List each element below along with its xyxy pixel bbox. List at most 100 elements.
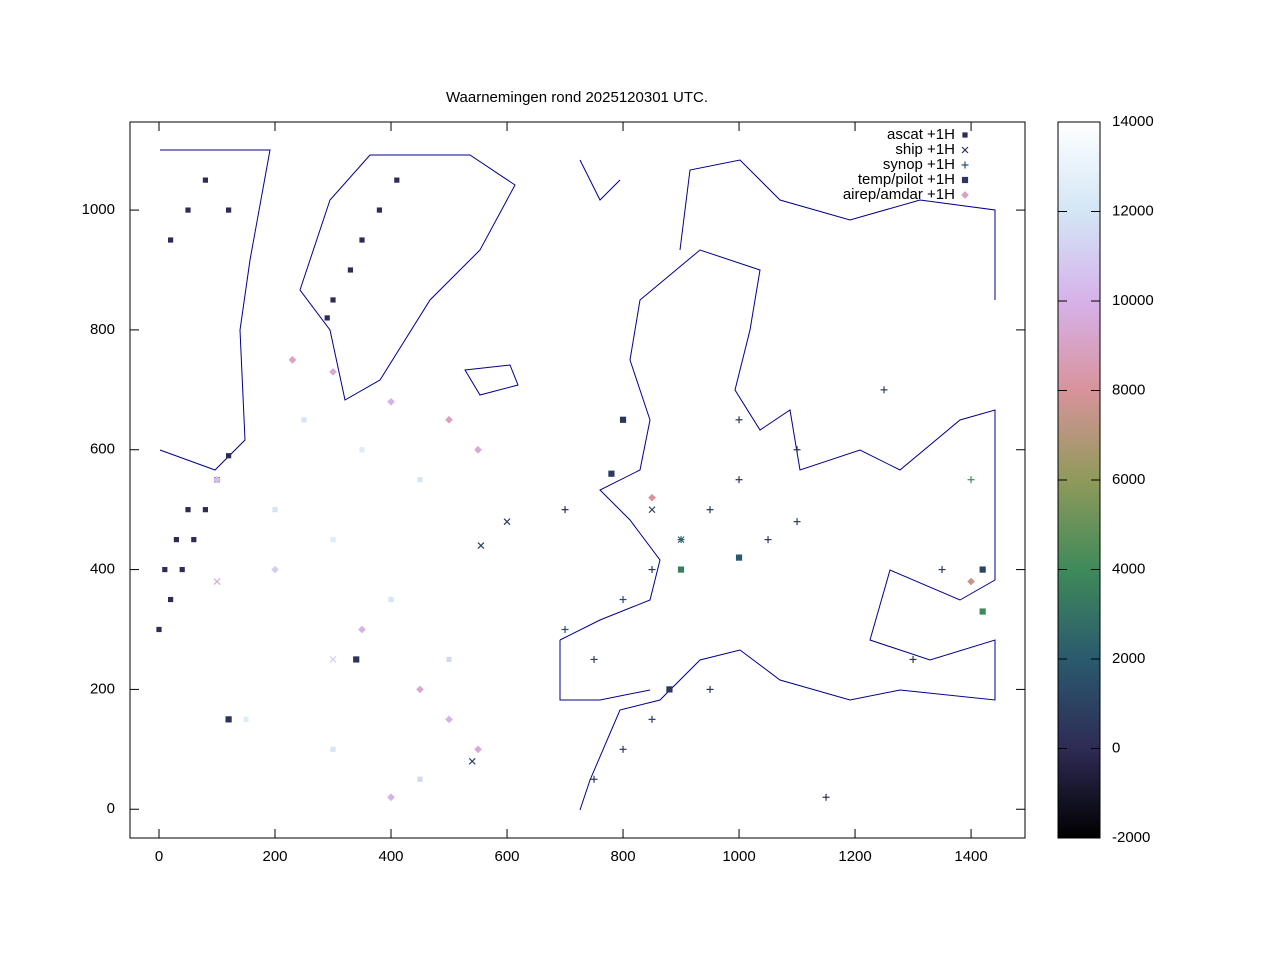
point [388,596,394,603]
coastline [679,159,996,300]
colorbar-label: 12000 [1112,202,1154,219]
point-shape [648,493,656,502]
point-shape [288,356,297,364]
point [185,207,191,213]
point-shape [358,625,366,634]
coastline [159,149,271,471]
colorbar-label: 10000 [1112,292,1154,309]
point [445,715,453,724]
point [358,625,366,634]
point-shape [394,177,400,183]
point [272,507,278,513]
point-shape [168,596,174,603]
point [416,685,424,694]
point [353,656,360,663]
point [387,397,395,406]
point [909,655,917,663]
point [347,267,354,273]
x-tick-label: 200 [262,848,287,865]
y-tick-label: 600 [90,441,115,458]
point-shape [417,477,423,483]
point-shape [961,191,969,199]
point [168,596,174,603]
point [446,656,452,663]
x-tick-label: 800 [611,848,636,865]
coastline [464,364,519,396]
colorbar-label: -2000 [1112,829,1150,846]
point [243,716,249,722]
point-shape [359,237,365,243]
point [330,746,336,752]
x-tick-label: 1400 [954,848,987,865]
point [329,368,337,376]
legend-label: airep/amdar +1H [843,186,955,203]
point-shape [417,776,423,782]
point [735,554,743,561]
point [474,745,482,754]
point-shape [735,554,743,561]
point [880,386,888,394]
point [648,715,656,723]
point-shape [474,445,482,454]
point [359,447,365,453]
legend-label: ascat +1H [887,126,955,143]
point-shape [179,566,185,573]
point-shape [979,566,986,573]
point [202,177,209,183]
colorbar-label: 0 [1112,739,1120,756]
legend-marker [961,191,969,199]
point-shape [416,685,424,694]
point [329,656,337,663]
point-shape [329,368,337,376]
point [666,686,673,693]
point-shape [445,415,453,424]
colorbar-label: 8000 [1112,381,1145,398]
point-shape [301,417,307,423]
point-shape [226,453,232,459]
point-shape [202,177,209,183]
point [226,207,232,213]
point [213,578,221,585]
point [648,506,656,514]
legend-marker [961,161,969,169]
x-tick-label: 1200 [838,848,871,865]
point-shape [503,518,511,526]
point-shape [446,656,452,663]
y-tick-label: 400 [90,561,115,578]
point-shape [979,608,986,615]
point-shape [243,716,249,722]
point [561,625,569,633]
point-shape [162,566,168,573]
point [185,507,191,513]
point-shape [168,237,174,243]
point-shape [666,686,673,693]
point [608,470,615,477]
point [474,445,482,454]
point [979,608,986,615]
legend-marker [962,132,968,138]
point [417,477,423,483]
point-shape [324,315,330,321]
point [271,565,279,574]
point-shape [330,297,336,303]
point [168,237,174,243]
point [445,415,453,424]
point [938,566,946,574]
point-shape [388,596,394,603]
point [561,506,569,514]
point-shape [226,207,232,213]
x-tick-label: 1000 [722,848,755,865]
point-shape [156,626,162,633]
coastline [299,154,516,401]
point [735,416,743,424]
point [503,518,511,526]
point-shape [619,416,627,423]
point-shape [329,656,337,663]
point [648,493,656,502]
point [979,566,986,573]
point [706,685,714,693]
point-shape [961,146,969,154]
point [648,566,656,574]
point [677,566,685,573]
